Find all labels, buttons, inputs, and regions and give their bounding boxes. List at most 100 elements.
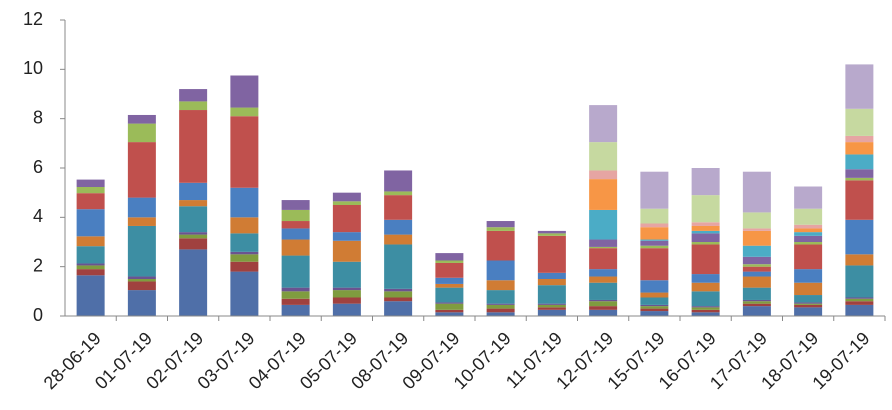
bar-segment: [742, 230, 771, 246]
bar-segment: [640, 308, 669, 312]
bar-segment: [691, 309, 720, 313]
bar-segment: [845, 265, 874, 298]
bar-segment: [537, 309, 566, 316]
bar-segment: [794, 307, 823, 316]
y-tick-label: 8: [33, 107, 43, 127]
bar-segment: [794, 242, 823, 245]
bar-segment: [589, 282, 618, 300]
bar-segment: [127, 114, 156, 124]
bar-segment: [794, 303, 823, 305]
bar-segment: [691, 291, 720, 307]
bar-segment: [76, 265, 105, 270]
bar-segment: [332, 192, 361, 202]
bar-segment: [742, 212, 771, 229]
bar-segment: [281, 209, 310, 222]
bar-segment: [127, 276, 156, 279]
bar-segment: [127, 279, 156, 282]
bar-segment: [845, 297, 874, 299]
bar-segment: [384, 288, 413, 292]
bar-segment: [76, 236, 105, 247]
bar-segment: [179, 249, 208, 316]
bar-segment: [230, 254, 259, 262]
bar-segment: [281, 239, 310, 256]
bar-segment: [691, 225, 720, 231]
bar-segment: [435, 283, 464, 288]
y-tick-label: 2: [33, 255, 43, 275]
bar-segment: [794, 302, 823, 304]
bar-segment: [845, 142, 874, 155]
bar-segment: [691, 242, 720, 245]
bar-segment: [281, 228, 310, 240]
bar-segment: [589, 239, 618, 247]
bar-segment: [332, 261, 361, 288]
bar-segment: [230, 217, 259, 234]
bar-segment: [589, 105, 618, 143]
bar-segment: [435, 253, 464, 261]
bar-segment: [230, 75, 259, 108]
bar-segment: [589, 299, 618, 302]
bar-segment: [742, 306, 771, 316]
bar-segment: [179, 238, 208, 250]
bar-segment: [537, 272, 566, 279]
bar-segment: [742, 303, 771, 307]
bar-segment: [486, 260, 515, 281]
bar-segment: [179, 101, 208, 111]
bar-segment: [230, 271, 259, 316]
bar-segment: [127, 197, 156, 218]
bar-segment: [640, 171, 669, 209]
bar-segment: [230, 187, 259, 218]
y-tick-label: 4: [33, 206, 43, 226]
bar-segment: [845, 64, 874, 109]
bar-segment: [589, 170, 618, 180]
bar-segment: [537, 285, 566, 304]
x-tick-label: 19-07-19: [808, 328, 873, 393]
bar-segment: [640, 297, 669, 305]
bar-segment: [589, 246, 618, 249]
bar-segment: [742, 299, 771, 302]
bar-segment: [384, 244, 413, 289]
bar-segment: [691, 307, 720, 310]
bar-segment: [435, 303, 464, 310]
bar-segment: [691, 244, 720, 275]
bar-segment: [230, 107, 259, 117]
bar-segment: [537, 303, 566, 305]
bar-segment: [230, 261, 259, 272]
bar-segment: [742, 276, 771, 288]
bar-segment: [230, 251, 259, 255]
bar-segment: [794, 282, 823, 296]
bar-segment: [794, 269, 823, 283]
bar-segment: [691, 230, 720, 234]
bar-segment: [435, 302, 464, 304]
bar-segment: [384, 191, 413, 196]
bar-segment: [435, 260, 464, 263]
bar-segment: [281, 298, 310, 305]
bar-segment: [486, 221, 515, 228]
bar-segment: [332, 303, 361, 316]
bar-segment: [179, 89, 208, 102]
bar-segment: [332, 205, 361, 233]
bar-segment: [537, 307, 566, 310]
bar-segment: [794, 208, 823, 225]
bar-segment: [332, 297, 361, 304]
bar-segment: [537, 235, 566, 273]
bar-segment: [845, 180, 874, 220]
bar-segment: [127, 290, 156, 316]
bar-segment: [845, 254, 874, 266]
bar-segment: [640, 304, 669, 307]
bar-segment: [794, 235, 823, 242]
bar-segment: [76, 193, 105, 210]
bar-segment: [486, 227, 515, 231]
bar-segment: [691, 274, 720, 283]
bar-segment: [589, 142, 618, 171]
bar-segment: [76, 186, 105, 194]
bar-segment: [589, 248, 618, 270]
bar-segment: [845, 177, 874, 181]
bar-segment: [794, 232, 823, 236]
bar-segment: [640, 311, 669, 316]
bar-segment: [589, 309, 618, 316]
bar-segment: [640, 280, 669, 293]
bar-segment: [742, 301, 771, 304]
bar-segment: [640, 223, 669, 228]
bar-segment: [435, 287, 464, 303]
bar-segment: [845, 169, 874, 178]
